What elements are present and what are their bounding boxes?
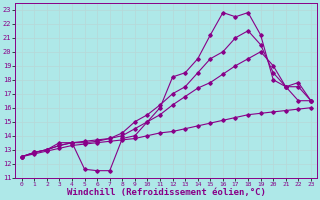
X-axis label: Windchill (Refroidissement éolien,°C): Windchill (Refroidissement éolien,°C)	[67, 188, 266, 197]
